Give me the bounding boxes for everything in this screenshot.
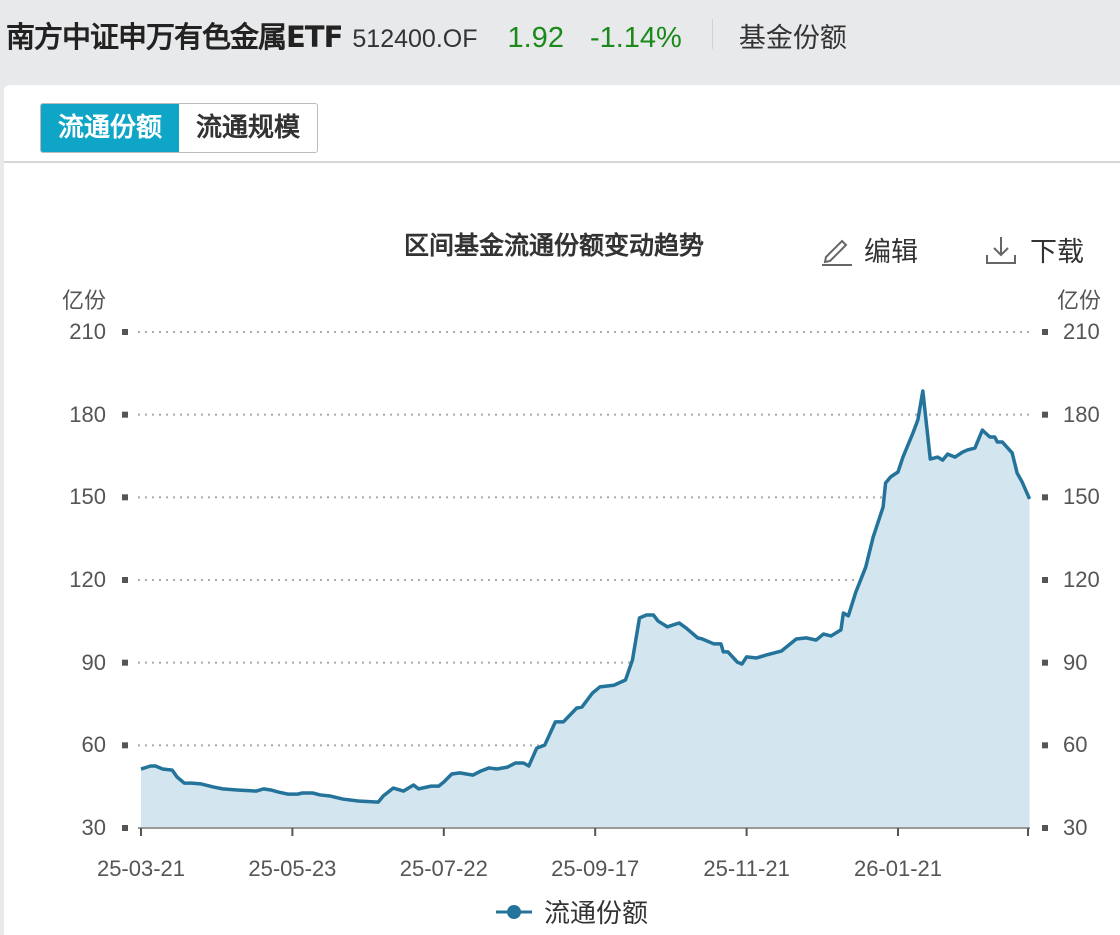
pencil-icon [820,233,854,267]
y-tick-label-left: 150 [69,484,106,510]
y-tick-marker-left [122,494,128,500]
legend-label: 流通份额 [544,893,648,930]
y-tick-marker-right [1042,742,1048,748]
y-axis-unit-left: 亿份 [62,283,106,315]
x-tick-label: 25-05-23 [248,856,336,882]
y-tick-marker-left [122,577,128,583]
download-button[interactable]: 下载 [984,230,1084,269]
y-tick-label-right: 210 [1063,319,1100,345]
y-tick-label-left: 90 [82,650,106,676]
y-tick-label-left: 120 [69,567,106,593]
y-tick-label-right: 30 [1063,815,1087,841]
y-tick-marker-left [122,412,128,418]
download-label: 下载 [1030,230,1084,269]
chart-title: 区间基金流通份额变动趋势 [404,226,704,262]
y-tick-marker-right [1042,412,1048,418]
y-tick-label-right: 60 [1063,732,1087,758]
x-tick-label: 25-07-22 [400,856,488,882]
y-tick-marker-right [1042,577,1048,583]
y-tick-label-right: 150 [1063,484,1100,510]
y-tick-label-right: 90 [1063,650,1087,676]
y-tick-label-left: 30 [82,815,106,841]
y-axis-unit-right: 亿份 [1057,283,1101,315]
legend-marker-icon [496,902,532,922]
x-tick-label: 25-11-21 [703,856,789,882]
edit-button[interactable]: 编辑 [820,230,918,269]
x-tick-label: 25-09-17 [551,856,639,882]
y-tick-marker-left [122,660,128,666]
y-tick-marker-right [1042,329,1048,335]
y-tick-label-left: 180 [69,402,106,428]
y-tick-marker-right [1042,660,1048,666]
edit-label: 编辑 [864,230,918,269]
y-tick-label-left: 60 [82,732,106,758]
x-tick-label: 26-01-21 [854,856,942,882]
area-fill [141,391,1030,828]
chart-legend[interactable]: 流通份额 [496,893,648,930]
y-tick-marker-left [122,742,128,748]
y-tick-marker-left [122,329,128,335]
y-tick-marker-right [1042,494,1048,500]
y-tick-label-right: 180 [1063,402,1100,428]
x-tick-label: 25-03-21 [97,856,185,882]
y-tick-marker-left [122,825,128,831]
y-tick-label-right: 120 [1063,567,1100,593]
y-tick-marker-right [1042,825,1048,831]
download-icon [984,233,1018,267]
y-tick-label-left: 210 [69,319,106,345]
